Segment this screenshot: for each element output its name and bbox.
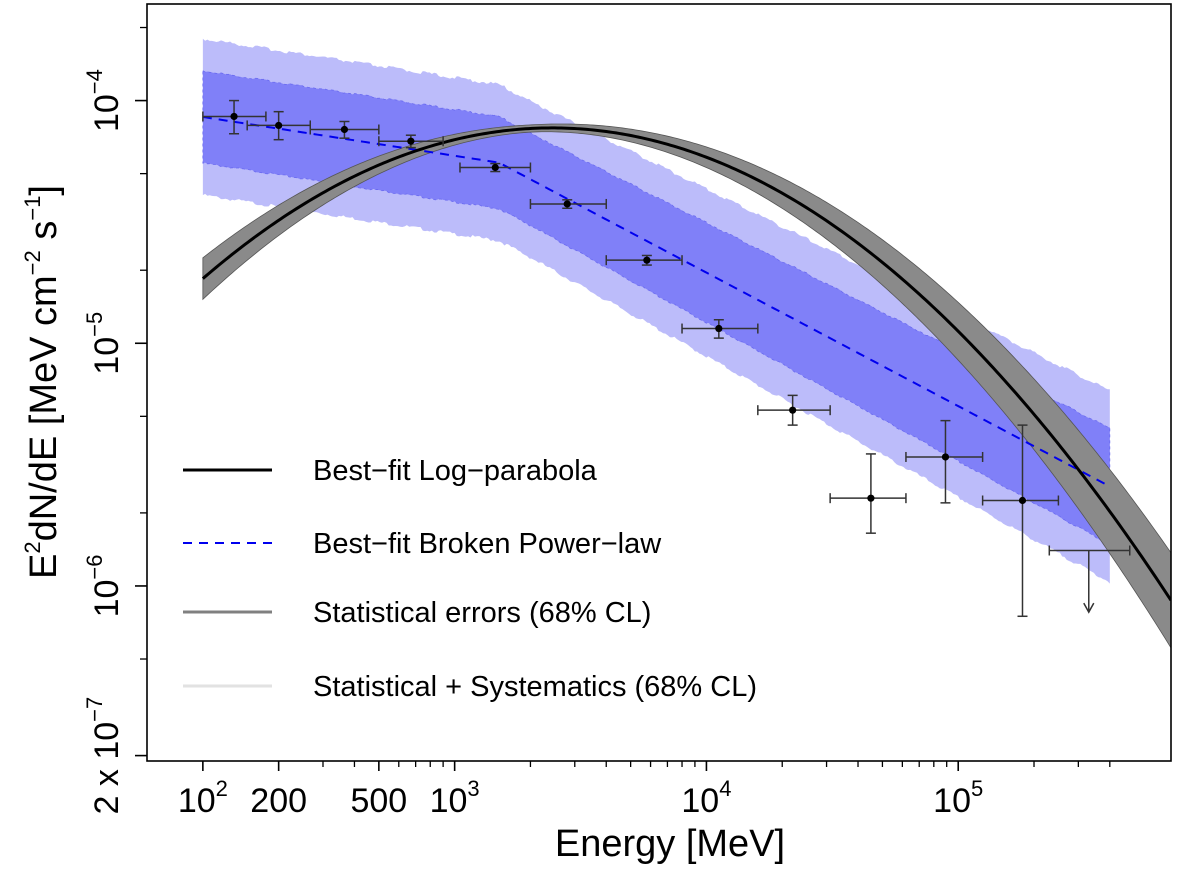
legend-item: Statistical errors (68% CL) [183,597,651,629]
y-tick-label: 10−6 [82,554,126,617]
data-marker [715,324,723,333]
x-tick-label: 104 [681,776,731,820]
legend-label: Statistical + Systematics (68% CL) [313,671,757,703]
plot-frame [146,3,1172,762]
x-tick-label: 500 [350,782,407,820]
data-point [246,110,311,141]
y-tick-label: 2 x 10−7 [82,697,126,815]
data-marker [407,137,415,145]
legend-item: Best−fit Log−parabola [183,455,598,487]
legend-label: Best−fit Broken Power−law [313,528,662,560]
data-marker [1018,496,1027,505]
legend-label: Statistical errors (68% CL) [313,597,651,629]
statistical-error-band [202,123,1171,649]
legend-label: Best−fit Log−parabola [313,455,598,487]
x-axis-title: Energy [MeV] [555,823,785,865]
data-point [459,162,532,173]
x-tick-label: 105 [933,776,983,820]
data-marker [491,163,499,172]
x-tick-label: 103 [430,776,480,820]
data-marker [563,200,571,208]
data-marker [789,406,797,414]
data-point [829,453,907,534]
axes: 102 200 500 103 104 105 10−4 10−5 10−6 2 x 10−7 [82,26,1111,820]
data-marker [340,125,349,134]
data-point [681,318,759,339]
broken-power-law-line [202,115,1111,488]
data-point [378,134,444,149]
y-tick-label: 10−4 [82,69,126,132]
upper-limit [1048,545,1131,614]
x-tick-label: 200 [250,782,307,820]
legend-item: Best−fit Broken Power−law [183,528,662,560]
data-marker [867,494,875,502]
data-point [309,120,380,139]
data-point [202,99,267,135]
plot-area [201,38,1171,649]
data-point [529,198,607,210]
data-marker [230,112,238,121]
y-axis-title: E2dN/dE [MeV cm−2 s−1] [20,185,65,579]
data-point [981,424,1060,618]
ul-arrow-head [1083,602,1095,614]
data-point [905,419,984,504]
data-marker [941,453,950,461]
data-point [757,394,831,426]
legend: Best−fit Log−parabola Best−fit Broken Pow… [183,455,757,703]
data-marker [643,256,651,264]
data-marker [275,121,283,130]
y-tick-label: 10−5 [82,312,126,375]
data-point [605,254,683,266]
x-tick-label: 102 [178,776,228,820]
log-parabola-line [201,126,1171,602]
legend-item: Statistical + Systematics (68% CL) [183,671,757,703]
